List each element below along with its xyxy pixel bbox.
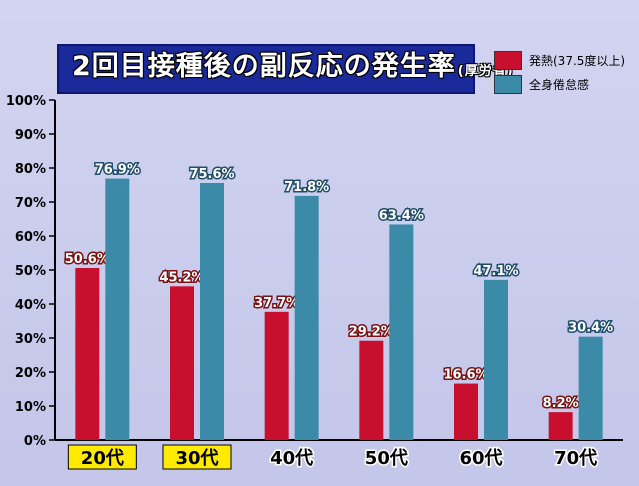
y-tick-label: 100% <box>6 94 46 109</box>
bar-label-fever: 37.7% <box>254 296 299 311</box>
legend-swatch-fever <box>494 50 522 70</box>
legend-label-fatigue: 全身倦怠感 <box>529 77 590 92</box>
y-tick-label: 10% <box>15 400 46 415</box>
bar-label-fever: 29.2% <box>349 325 394 340</box>
bar-label-fatigue: 71.8% <box>284 180 329 195</box>
bar-fever <box>264 311 289 440</box>
bar-fever <box>548 412 573 440</box>
bar-label-fever: 8.2% <box>543 396 579 411</box>
y-tick-label: 0% <box>24 434 46 449</box>
y-tick-label: 90% <box>15 128 46 143</box>
x-category-label: 50代 <box>365 448 408 469</box>
bar-fever <box>75 267 100 440</box>
legend: 発熱(37.5度以上) 全身倦怠感 <box>494 48 625 96</box>
bar-fever <box>454 383 478 440</box>
legend-item-fever: 発熱(37.5度以上) <box>494 48 625 72</box>
category-highlight <box>162 444 232 470</box>
bar-label-fatigue: 30.4% <box>568 321 613 336</box>
bar-fatigue <box>484 279 508 440</box>
bar-label-fever: 50.6% <box>65 252 110 267</box>
bar-fatigue <box>294 195 319 440</box>
y-tick-label: 60% <box>15 230 46 245</box>
legend-item-fatigue: 全身倦怠感 <box>494 72 625 96</box>
bar-fatigue <box>578 336 603 440</box>
y-tick-label: 40% <box>15 298 46 313</box>
category-highlight <box>67 444 137 470</box>
bar-label-fever: 45.2% <box>159 270 204 285</box>
y-tick-label: 70% <box>15 196 46 211</box>
bar-fever <box>170 286 194 440</box>
x-category-label: 30代 <box>175 448 218 469</box>
bar-fatigue <box>389 224 414 440</box>
bar-fatigue <box>105 178 130 441</box>
x-category-label: 20代 <box>81 448 124 469</box>
y-tick-label: 20% <box>15 366 46 381</box>
x-category-label: 40代 <box>270 448 313 469</box>
bar-fever <box>359 340 384 440</box>
bar-fatigue <box>200 182 224 440</box>
y-tick-label: 50% <box>15 264 46 279</box>
bar-label-fatigue: 47.1% <box>473 264 518 279</box>
x-category-label: 70代 <box>554 448 597 469</box>
y-tick-label: 80% <box>15 162 46 177</box>
legend-label-fever: 発熱(37.5度以上) <box>529 53 626 68</box>
bar-label-fatigue: 63.4% <box>379 208 424 223</box>
bar-label-fatigue: 75.6% <box>189 167 234 182</box>
bar-label-fatigue: 76.9% <box>95 163 140 178</box>
bar-label-fever: 16.6% <box>443 368 488 383</box>
chart-title: 2回目接種後の副反応の発生率 (厚労省) <box>72 51 514 82</box>
legend-swatch-fatigue <box>494 74 522 94</box>
y-tick-label: 30% <box>15 332 46 347</box>
title-banner <box>57 44 475 94</box>
x-category-label: 60代 <box>459 448 502 469</box>
